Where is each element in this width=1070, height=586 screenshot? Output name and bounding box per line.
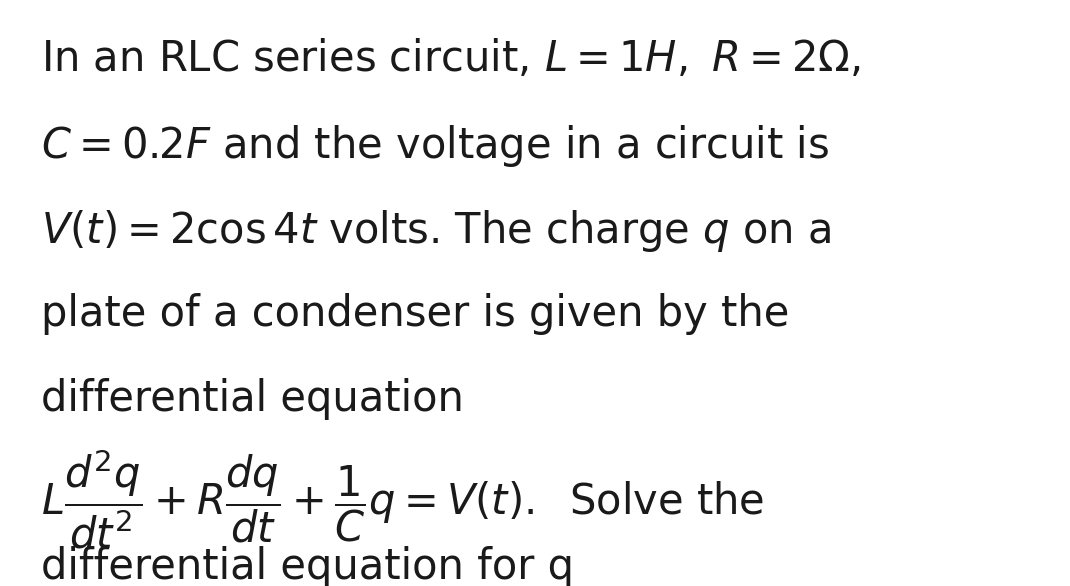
Text: plate of a condenser is given by the: plate of a condenser is given by the [41, 293, 789, 335]
Text: $C = 0.2F$ and the voltage in a circuit is: $C = 0.2F$ and the voltage in a circuit … [41, 123, 829, 169]
Text: In an RLC series circuit, $L = 1H,\ R = 2\Omega,$: In an RLC series circuit, $L = 1H,\ R = … [41, 38, 860, 80]
Text: $V(t) = 2\cos 4t$ volts. The charge $q$ on a: $V(t) = 2\cos 4t$ volts. The charge $q$ … [41, 208, 830, 254]
Text: $L\dfrac{d^2q}{dt^2} + R\dfrac{dq}{dt} + \dfrac{1}{C}q = V(t).\;$ Solve the: $L\dfrac{d^2q}{dt^2} + R\dfrac{dq}{dt} +… [41, 448, 764, 551]
Text: differential equation for q: differential equation for q [41, 546, 574, 586]
Text: differential equation: differential equation [41, 378, 463, 420]
